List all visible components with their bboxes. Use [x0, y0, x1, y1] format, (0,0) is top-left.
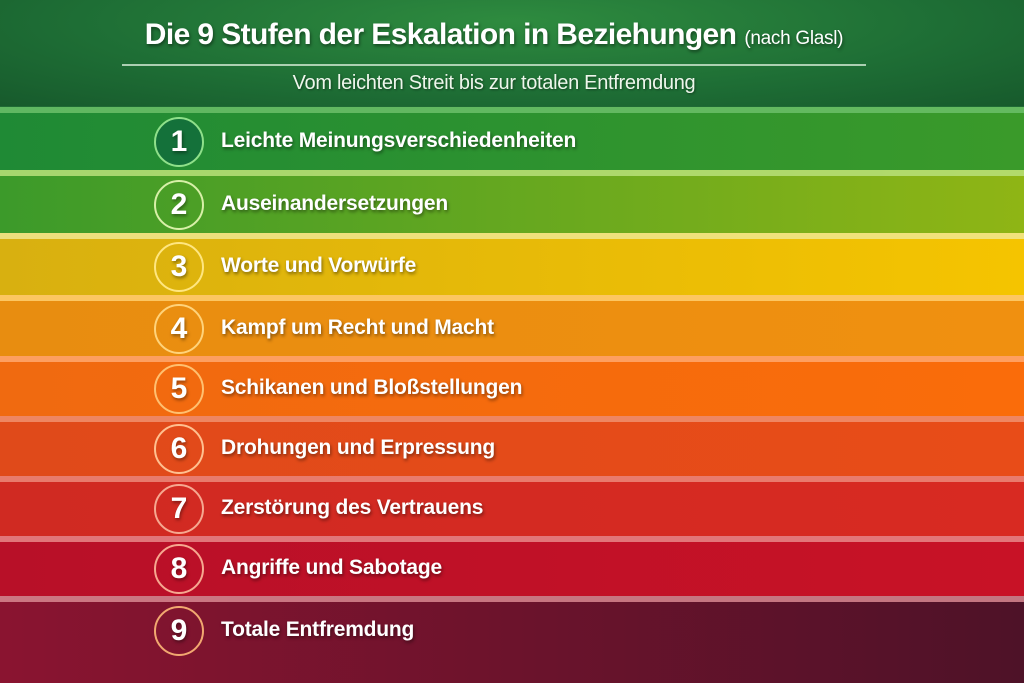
band-divider: [0, 295, 1024, 301]
stage-number-badge: 1: [154, 117, 204, 167]
band-divider: [0, 170, 1024, 176]
band-divider: [0, 536, 1024, 542]
title-row: Die 9 Stufen der Eskalation in Beziehung…: [122, 18, 866, 52]
band-divider: [0, 416, 1024, 422]
band-divider: [0, 356, 1024, 362]
header: Die 9 Stufen der Eskalation in Beziehung…: [0, 0, 1024, 106]
stage-band-3: 3 Worte und Vorwürfe: [0, 233, 1024, 295]
stage-band-7: 7 Zerstörung des Vertrauens: [0, 476, 1024, 536]
stage-label: Auseinandersetzungen: [221, 192, 449, 215]
stage-band-1: 1 Leichte Meinungsverschiedenheiten: [0, 107, 1024, 170]
stage-number-badge: 8: [154, 544, 204, 594]
page-title: Die 9 Stufen der Eskalation in Beziehung…: [144, 18, 737, 51]
stage-label: Totale Entfremdung: [221, 618, 415, 641]
stage-band-9: 9 Totale Entfremdung: [0, 596, 1024, 683]
stage-label: Angriffe und Sabotage: [221, 556, 442, 579]
band-divider: [0, 233, 1024, 239]
stage-band-6: 6 Drohungen und Erpressung: [0, 416, 1024, 476]
stage-band-8: 8 Angriffe und Sabotage: [0, 536, 1024, 596]
stage-band-5: 5 Schikanen und Bloßstellungen: [0, 356, 1024, 416]
stage-label: Drohungen und Erpressung: [221, 436, 496, 459]
stage-number-badge: 2: [154, 180, 204, 230]
stage-label: Worte und Vorwürfe: [221, 254, 417, 277]
stage-label: Leichte Meinungsverschiedenheiten: [221, 129, 577, 152]
stage-band-4: 4 Kampf um Recht und Macht: [0, 295, 1024, 356]
stage-number-badge: 4: [154, 304, 204, 354]
stage-label: Zerstörung des Vertrauens: [221, 496, 484, 519]
stage-label: Schikanen und Bloßstellungen: [221, 376, 523, 399]
title-attribution: (nach Glasl): [744, 28, 844, 49]
stage-band-2: 2 Auseinandersetzungen: [0, 170, 1024, 233]
page-subtitle: Vom leichten Streit bis zur totalen Entf…: [292, 72, 696, 94]
stage-number-badge: 9: [154, 606, 204, 656]
band-divider: [0, 107, 1024, 113]
stage-number-badge: 5: [154, 364, 204, 414]
band-divider: [0, 596, 1024, 602]
stage-label: Kampf um Recht und Macht: [221, 316, 494, 339]
band-divider: [0, 476, 1024, 482]
stage-number-badge: 6: [154, 424, 204, 474]
stage-number-badge: 7: [154, 484, 204, 534]
title-divider: [122, 64, 866, 66]
stage-number-badge: 3: [154, 242, 204, 292]
